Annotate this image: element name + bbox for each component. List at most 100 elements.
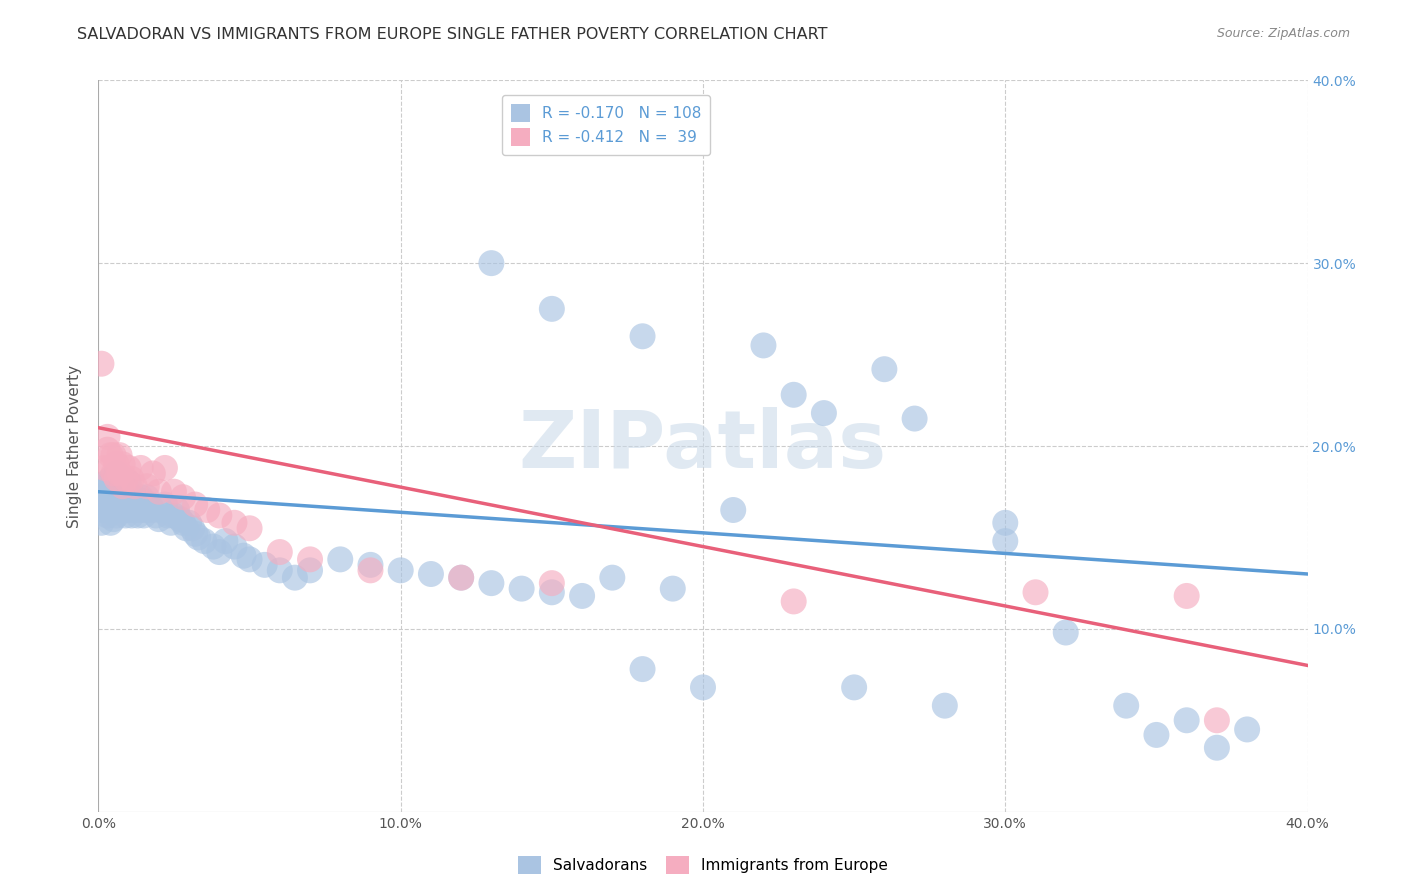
Point (481, 256, 503, 270)
Point (783, 388, 806, 402)
Point (105, 467, 128, 481)
Point (108, 503, 131, 517)
Point (111, 457, 134, 471)
Point (105, 508, 128, 523)
Point (420, 567, 443, 582)
Point (1175, 589, 1198, 603)
Point (934, 698, 956, 713)
Point (179, 516, 201, 530)
Point (163, 508, 186, 523)
Point (1236, 723, 1258, 737)
Point (208, 545, 231, 559)
Point (752, 338, 775, 352)
Point (631, 329, 654, 343)
Point (631, 662, 654, 676)
Point (269, 563, 291, 577)
Point (103, 503, 125, 517)
Point (100, 461, 122, 475)
Point (103, 494, 125, 508)
Point (108, 467, 131, 481)
Point (571, 589, 593, 603)
Point (108, 490, 131, 504)
Point (124, 479, 146, 493)
Point (118, 503, 141, 517)
Point (105, 490, 128, 504)
Point (96, 430, 118, 444)
Point (103, 448, 125, 462)
Point (1054, 625, 1077, 640)
Point (96, 490, 118, 504)
Point (111, 484, 134, 499)
Point (105, 479, 128, 493)
Point (148, 484, 170, 499)
Point (481, 576, 503, 591)
Point (142, 467, 165, 481)
Point (172, 516, 194, 530)
Point (181, 521, 204, 535)
Point (994, 534, 1017, 549)
Point (93, 479, 115, 493)
Text: SALVADORAN VS IMMIGRANTS FROM EUROPE SINGLE FATHER POVERTY CORRELATION CHART: SALVADORAN VS IMMIGRANTS FROM EUROPE SIN… (77, 27, 828, 42)
Point (723, 503, 745, 517)
Point (90, 357, 112, 371)
Point (100, 484, 122, 499)
Point (193, 534, 215, 549)
Point (994, 516, 1017, 530)
Point (132, 508, 155, 523)
Point (121, 494, 143, 508)
Point (127, 494, 149, 508)
Point (150, 503, 173, 517)
Point (166, 503, 188, 517)
Point (208, 508, 231, 523)
Point (108, 448, 131, 462)
Point (96, 508, 118, 523)
Point (100, 494, 122, 508)
Point (174, 521, 197, 535)
Point (783, 594, 806, 608)
Legend: R = -0.170   N = 108, R = -0.412   N =  39: R = -0.170 N = 108, R = -0.412 N = 39 (502, 95, 710, 155)
Point (135, 490, 157, 504)
Point (100, 448, 122, 462)
Point (360, 558, 382, 572)
Point (1144, 728, 1167, 742)
Point (111, 498, 134, 512)
Point (253, 558, 276, 572)
Point (111, 479, 134, 493)
Point (360, 563, 382, 577)
Point (692, 681, 714, 695)
Point (132, 494, 155, 508)
Point (184, 526, 207, 541)
Point (129, 490, 152, 504)
Point (1175, 714, 1198, 728)
Point (904, 411, 927, 425)
Text: ZIPatlas: ZIPatlas (519, 407, 887, 485)
Point (103, 512, 125, 526)
Point (214, 534, 236, 549)
Point (118, 475, 141, 490)
Y-axis label: Single Father Poverty: Single Father Poverty (67, 365, 83, 527)
Text: Source: ZipAtlas.com: Source: ZipAtlas.com (1216, 27, 1350, 40)
Point (299, 552, 322, 566)
Point (100, 503, 122, 517)
Point (121, 472, 143, 486)
Point (813, 406, 835, 420)
Point (118, 461, 141, 475)
Point (142, 503, 165, 517)
Point (269, 545, 291, 559)
Point (114, 479, 136, 493)
Point (844, 681, 866, 695)
Point (145, 508, 167, 523)
Point (389, 563, 412, 577)
Point (124, 490, 146, 504)
Point (299, 563, 322, 577)
Point (93, 503, 115, 517)
Point (103, 484, 125, 499)
Point (510, 582, 533, 596)
Point (1024, 585, 1046, 599)
Point (135, 503, 157, 517)
Point (105, 472, 128, 486)
Point (602, 571, 624, 585)
Point (103, 467, 125, 481)
Point (187, 530, 209, 544)
Point (127, 508, 149, 523)
